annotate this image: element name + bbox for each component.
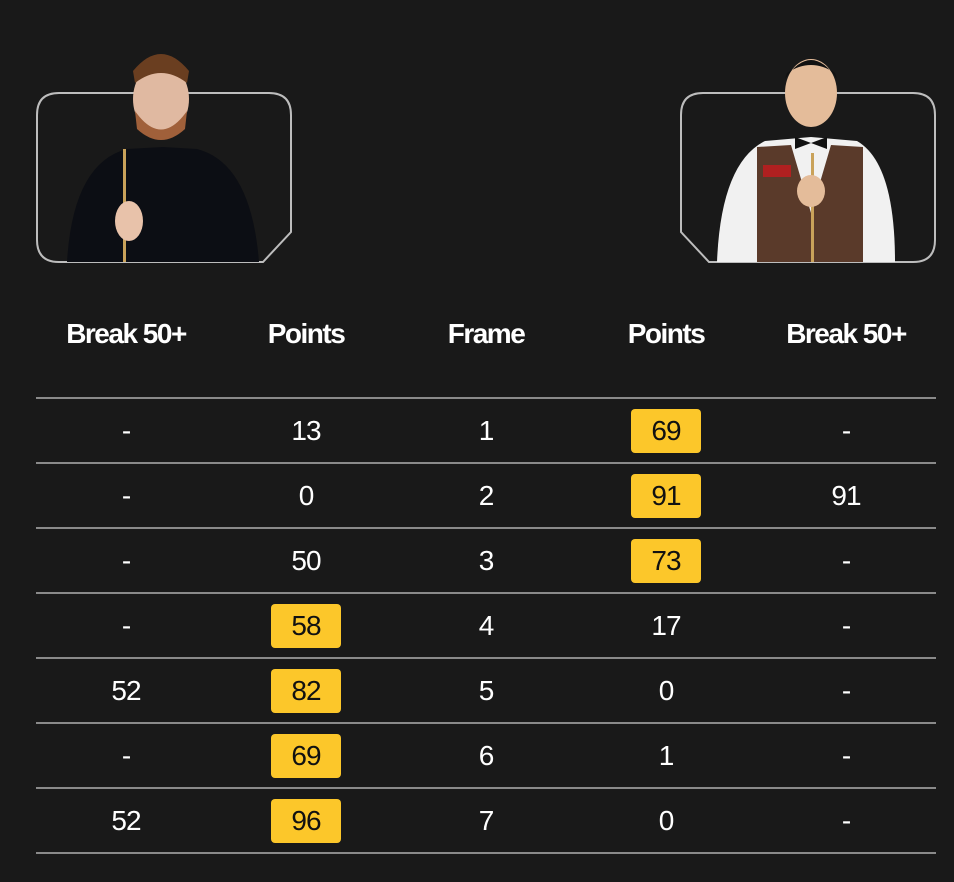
frame-number-value: 3	[478, 544, 495, 576]
player-right-card	[680, 59, 936, 263]
cell-left-points: 0	[216, 480, 396, 512]
row-divider	[36, 657, 936, 659]
table-row: - 0 2 91 91	[36, 464, 936, 527]
frame-number-value: 6	[478, 739, 495, 771]
frame-number-value: 2	[478, 479, 495, 511]
player-left-card	[36, 54, 292, 263]
cell-right-break: -	[756, 545, 936, 577]
cell-frame-number: 3	[396, 545, 576, 577]
player-right-photo	[680, 59, 936, 263]
cell-left-points: 50	[216, 545, 396, 577]
cell-right-break: -	[756, 675, 936, 707]
right-points-value: 0	[658, 674, 675, 706]
left-break-value: -	[121, 739, 131, 771]
right-break-value: -	[841, 739, 851, 771]
cell-frame-number: 1	[396, 415, 576, 447]
table-row: - 13 1 69 -	[36, 399, 936, 462]
right-break-value: -	[841, 674, 851, 706]
right-break-value: -	[841, 609, 851, 641]
left-break-value: -	[121, 609, 131, 641]
row-divider	[36, 787, 936, 789]
cell-frame-number: 2	[396, 480, 576, 512]
cell-right-points: 73	[576, 538, 756, 583]
cell-right-break: 91	[756, 480, 936, 512]
cell-left-break: -	[36, 415, 216, 447]
row-divider	[36, 592, 936, 594]
left-break-value: 52	[111, 674, 141, 706]
right-break-value: 91	[831, 479, 861, 511]
cell-left-points: 69	[216, 733, 396, 778]
cell-left-points: 58	[216, 603, 396, 648]
cell-frame-number: 6	[396, 740, 576, 772]
table-row: - 50 3 73 -	[36, 529, 936, 592]
cell-right-points: 1	[576, 740, 756, 772]
cell-left-points: 13	[216, 415, 396, 447]
frame-number-value: 7	[478, 804, 495, 836]
cell-right-points: 0	[576, 805, 756, 837]
left-points-value: 50	[291, 544, 321, 576]
cell-right-points: 91	[576, 473, 756, 518]
winner-badge: 69	[271, 733, 341, 778]
header-left-break: Break 50+	[66, 318, 187, 349]
row-divider	[36, 397, 936, 399]
row-divider	[36, 527, 936, 529]
left-points-value: 13	[291, 414, 321, 446]
winner-badge: 96	[271, 798, 341, 843]
cell-left-break: 52	[36, 805, 216, 837]
winner-badge: 91	[631, 473, 701, 518]
cell-left-break: -	[36, 480, 216, 512]
cell-right-break: -	[756, 610, 936, 642]
winner-badge: 73	[631, 538, 701, 583]
cell-right-points: 0	[576, 675, 756, 707]
left-points-value: 0	[298, 479, 315, 511]
header-right-points: Points	[627, 318, 706, 349]
row-divider	[36, 462, 936, 464]
cell-left-break: 52	[36, 675, 216, 707]
header-left-points: Points	[267, 318, 346, 349]
cell-right-break: -	[756, 415, 936, 447]
row-divider	[36, 852, 936, 854]
winner-badge: 82	[271, 668, 341, 713]
table-row: - 69 6 1 -	[36, 724, 936, 787]
left-break-value: -	[121, 414, 131, 446]
winner-badge: 69	[631, 408, 701, 453]
winner-badge: 58	[271, 603, 341, 648]
table-row: 52 96 7 0 -	[36, 789, 936, 852]
cell-right-break: -	[756, 740, 936, 772]
left-break-value: 52	[111, 804, 141, 836]
cell-left-break: -	[36, 545, 216, 577]
cell-frame-number: 4	[396, 610, 576, 642]
left-break-value: -	[121, 544, 131, 576]
right-points-value: 0	[658, 804, 675, 836]
table-row: - 58 4 17 -	[36, 594, 936, 657]
cell-right-points: 69	[576, 408, 756, 453]
cell-right-points: 17	[576, 610, 756, 642]
cell-right-break: -	[756, 805, 936, 837]
frame-number-value: 4	[478, 609, 495, 641]
right-break-value: -	[841, 544, 851, 576]
header-right-break: Break 50+	[786, 318, 907, 349]
left-break-value: -	[121, 479, 131, 511]
header-frame: Frame	[447, 318, 526, 349]
right-points-value: 1	[658, 739, 675, 771]
table-row: 52 82 5 0 -	[36, 659, 936, 722]
player-left-photo	[36, 54, 292, 263]
right-break-value: -	[841, 804, 851, 836]
table-header: Break 50+ Points Frame Points Break 50+	[36, 318, 936, 350]
cell-frame-number: 7	[396, 805, 576, 837]
cell-left-break: -	[36, 740, 216, 772]
cell-left-points: 82	[216, 668, 396, 713]
cell-frame-number: 5	[396, 675, 576, 707]
right-points-value: 17	[651, 609, 681, 641]
frame-number-value: 5	[478, 674, 495, 706]
right-break-value: -	[841, 414, 851, 446]
cell-left-points: 96	[216, 798, 396, 843]
row-divider	[36, 722, 936, 724]
cell-left-break: -	[36, 610, 216, 642]
frame-number-value: 1	[478, 414, 495, 446]
